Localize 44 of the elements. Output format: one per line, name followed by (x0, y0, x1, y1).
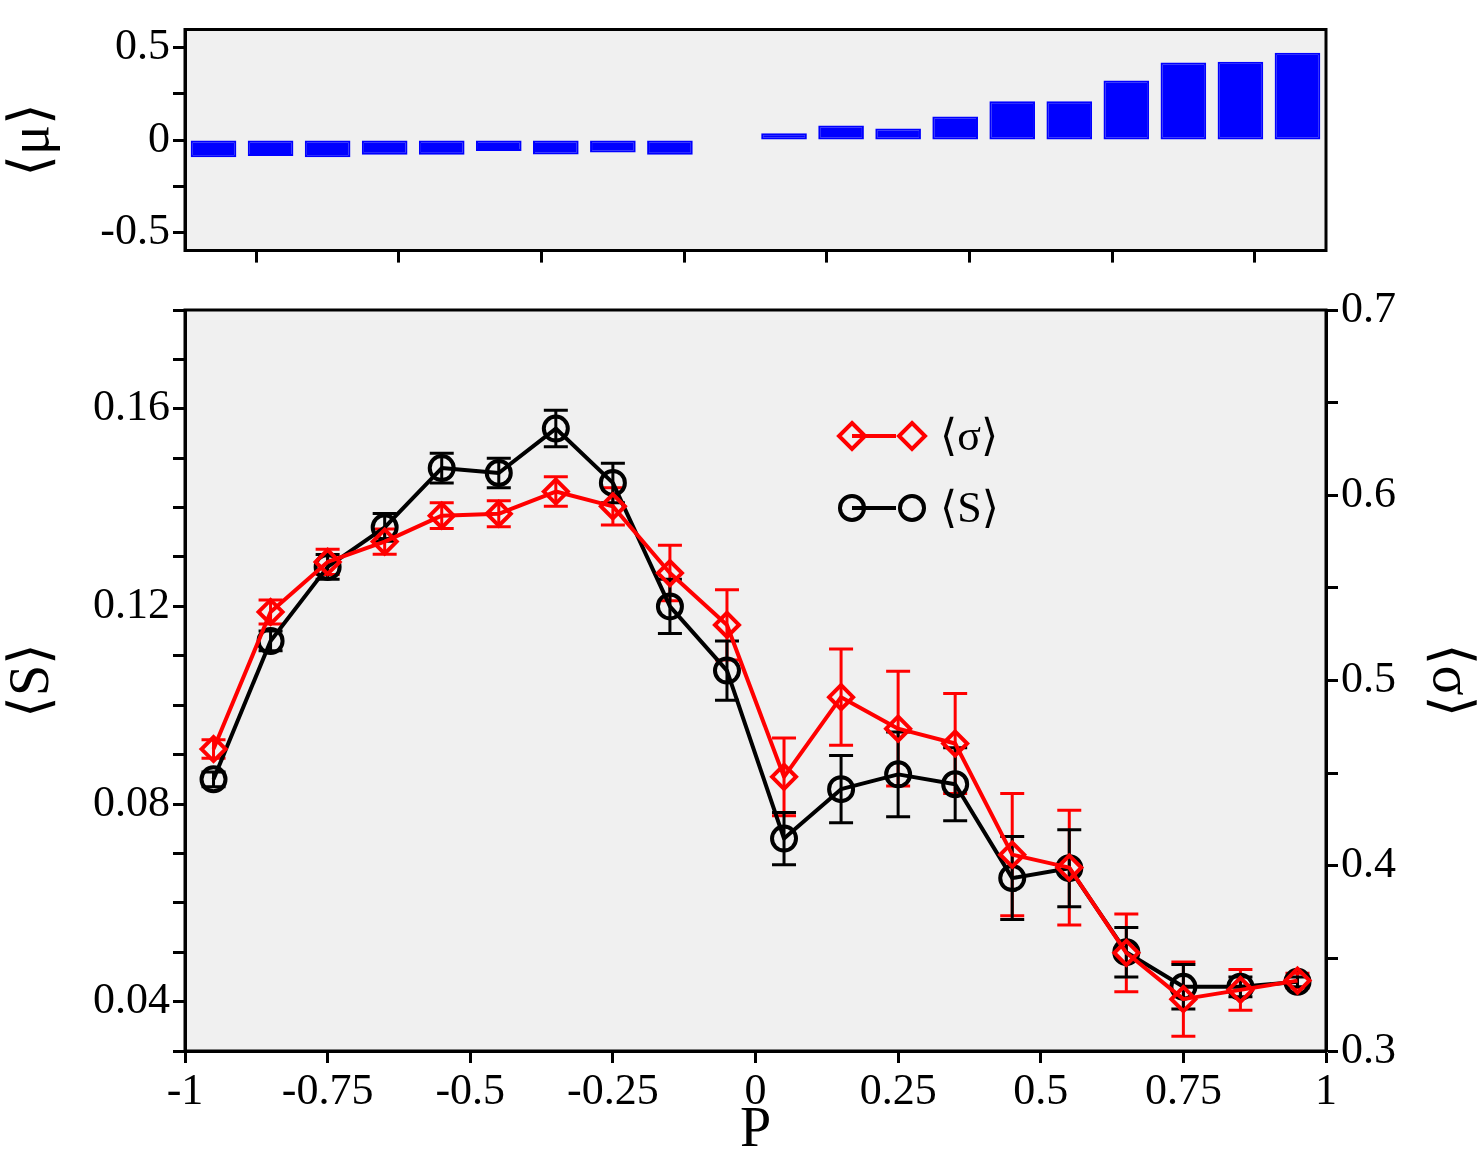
y-tick-label: 0.08 (93, 776, 170, 826)
x-tick-label: 0.75 (1144, 1064, 1222, 1114)
point (827, 775, 856, 804)
y-tick-label: 0.12 (93, 578, 170, 628)
point (598, 468, 627, 497)
y2-tick-label: 0.3 (1341, 1023, 1396, 1073)
point (598, 492, 627, 521)
point (712, 656, 741, 685)
y-tick-label: 0 (148, 112, 170, 162)
x-tick-label: -1 (166, 1064, 204, 1114)
x-tick-label: -0.25 (567, 1064, 659, 1114)
point (941, 729, 970, 758)
y2-tick-label: 0.7 (1341, 282, 1396, 332)
y-tick-label: 0.04 (93, 974, 170, 1024)
legend-label: ⟨S⟩ (940, 482, 999, 534)
point (1169, 985, 1198, 1014)
point (941, 770, 970, 799)
point (712, 610, 741, 639)
point (827, 683, 856, 712)
point (770, 824, 799, 853)
point (884, 714, 913, 743)
x-tick-label: -0.75 (281, 1064, 374, 1114)
y2-tick-label: 0.4 (1341, 838, 1396, 888)
point (655, 592, 684, 621)
point (770, 762, 799, 791)
y-axis-title: ⟨μ⟩ (0, 103, 61, 177)
point (998, 840, 1027, 869)
legend-label: ⟨σ⟩ (940, 410, 999, 462)
point (199, 765, 228, 794)
x-tick-label: 0.5 (1013, 1064, 1069, 1114)
point (884, 760, 913, 789)
point (998, 864, 1027, 893)
y-tick-label: 0.5 (115, 20, 170, 70)
x-tick-label: -0.5 (435, 1064, 506, 1114)
y-axis-title: ⟨S⟩ (0, 643, 61, 718)
y-tick-label: 0.16 (93, 381, 170, 431)
x-tick-label: 0.25 (859, 1064, 937, 1114)
point (541, 414, 570, 443)
point (655, 559, 684, 588)
y2-tick-label: 0.5 (1341, 653, 1396, 703)
x-tick-label: 1 (1315, 1064, 1337, 1114)
y-tick-label: -0.5 (100, 204, 170, 254)
y2-tick-label: 0.6 (1341, 467, 1396, 517)
y2-axis-title: ⟨σ⟩ (1421, 643, 1482, 718)
